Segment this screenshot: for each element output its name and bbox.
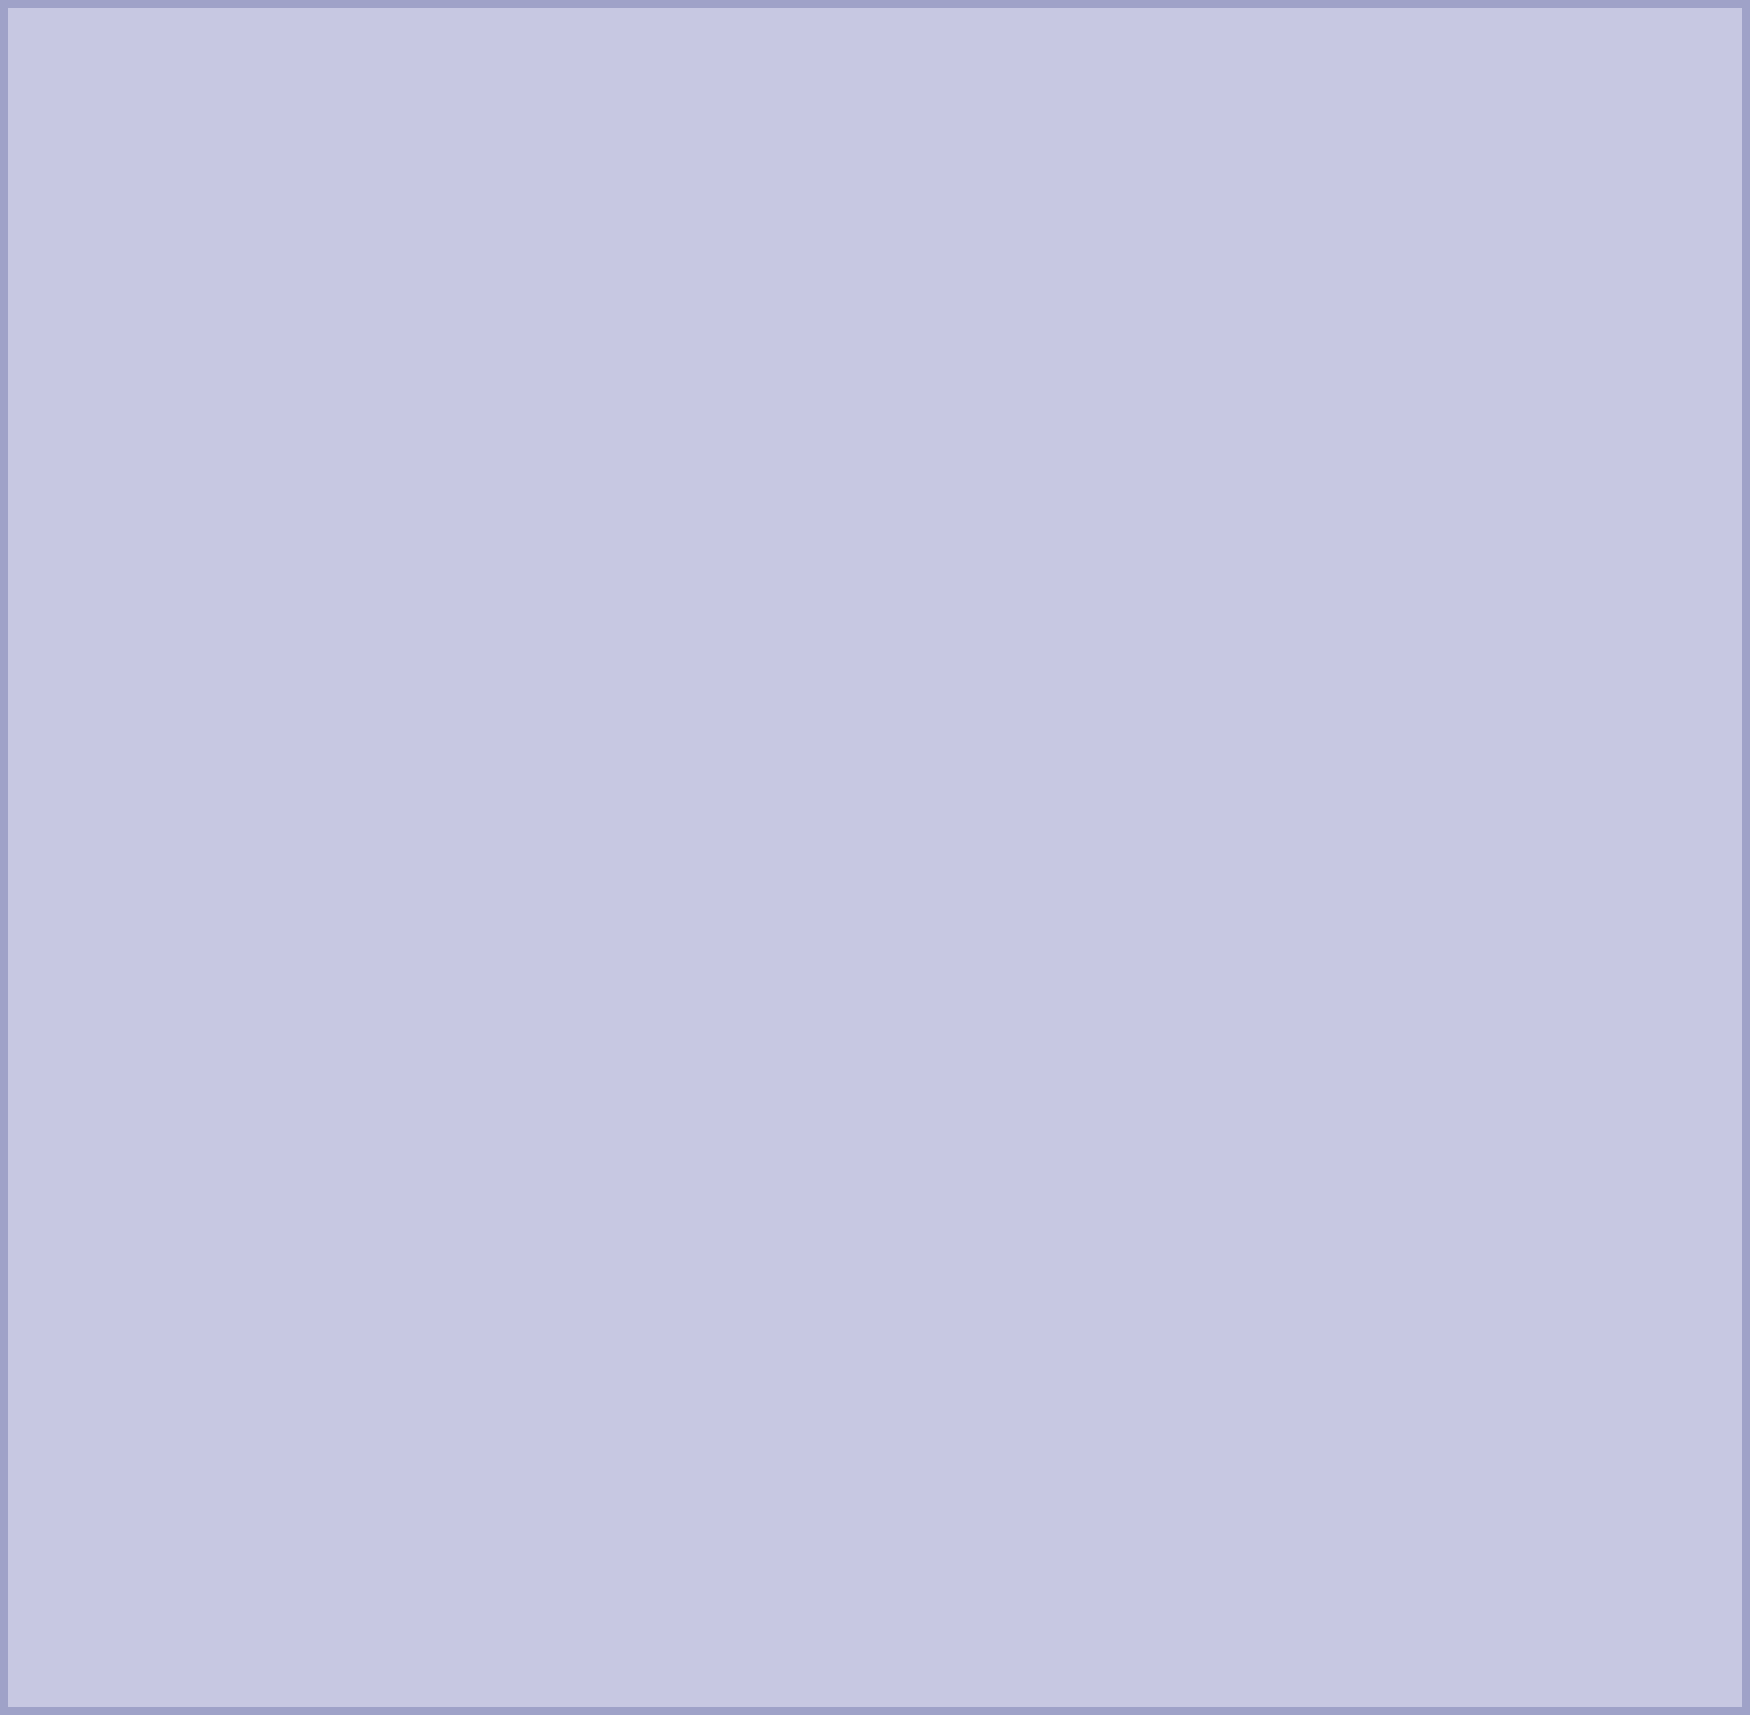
go-network-figure — [0, 0, 1750, 1715]
figure-background — [0, 0, 1750, 1715]
figure-outer-border — [0, 0, 1750, 1715]
figure — [0, 0, 1750, 1715]
